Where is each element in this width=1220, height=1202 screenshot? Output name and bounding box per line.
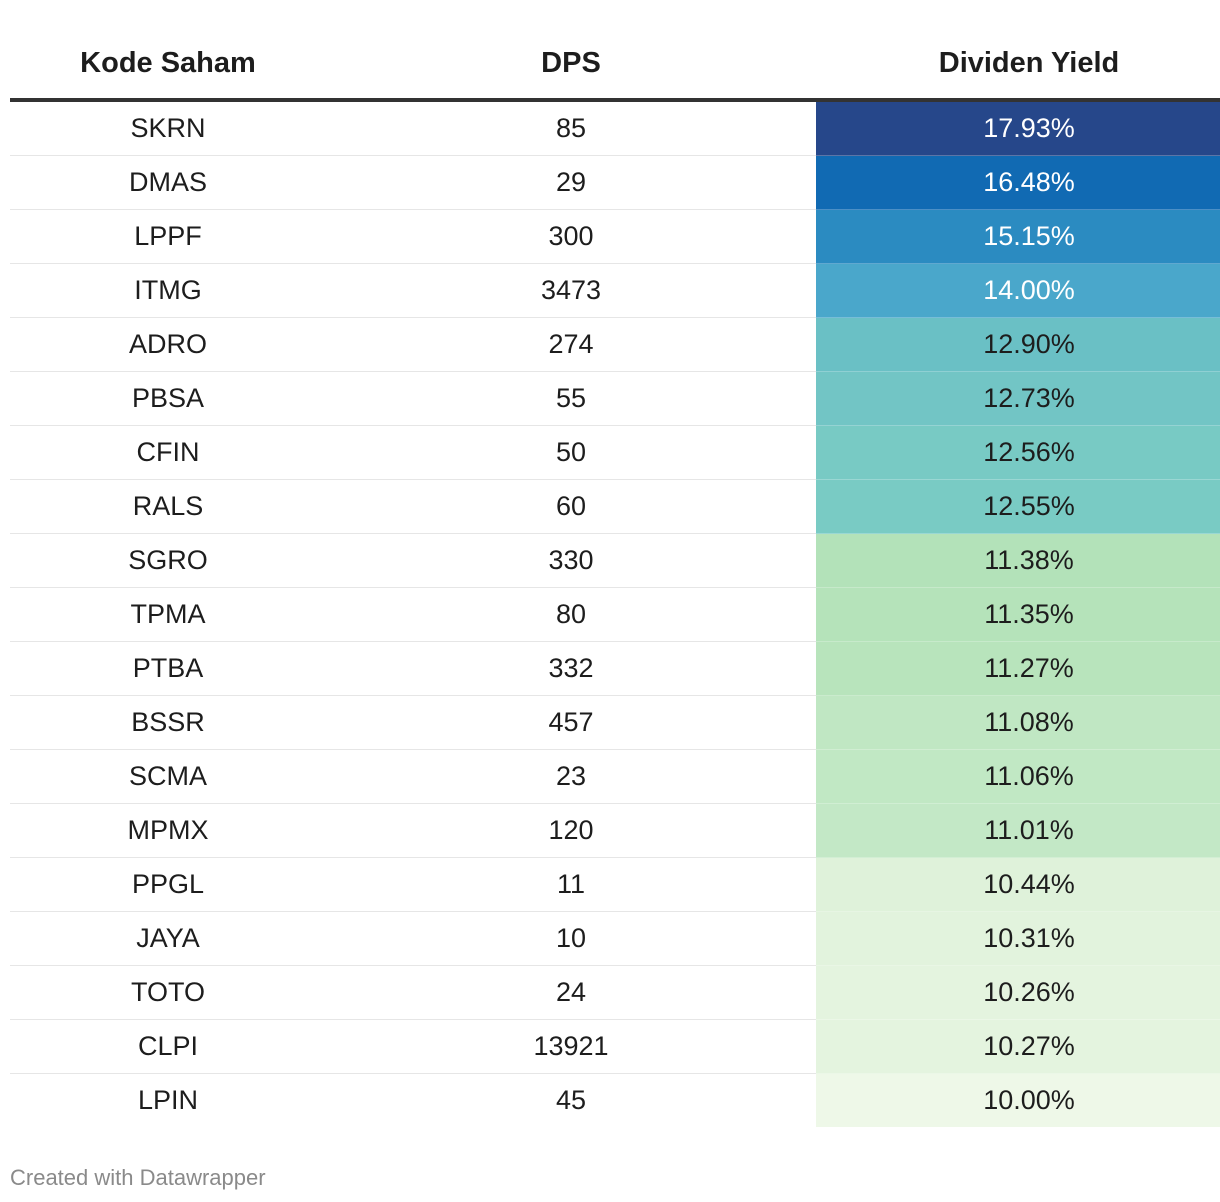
cell-dps: 3473 (326, 263, 816, 318)
cell-dividen-yield: 11.01% (816, 803, 1220, 858)
table-row: TOTO 24 10.26% (10, 965, 1220, 1020)
cell-dividen-yield: 12.56% (816, 425, 1220, 480)
table-row: SCMA 23 11.06% (10, 749, 1220, 804)
cell-dps: 332 (326, 641, 816, 696)
cell-kode-saham: CLPI (10, 1019, 326, 1074)
table-body: SKRN 85 17.93% DMAS 29 16.48% LPPF 300 15.15% ITM… (10, 100, 1220, 1127)
cell-dividen-yield: 12.73% (816, 371, 1220, 426)
cell-dps: 23 (326, 749, 816, 804)
cell-dividen-yield: 11.27% (816, 641, 1220, 696)
cell-dps: 55 (326, 371, 816, 426)
table-row: ITMG 3473 14.00% (10, 263, 1220, 318)
cell-kode-saham: PTBA (10, 641, 326, 696)
cell-dps: 120 (326, 803, 816, 858)
table-row: SGRO 330 11.38% (10, 533, 1220, 588)
table-row: ADRO 274 12.90% (10, 317, 1220, 372)
cell-dividen-yield: 17.93% (816, 100, 1220, 156)
table-row: TPMA 80 11.35% (10, 587, 1220, 642)
cell-dividen-yield: 11.35% (816, 587, 1220, 642)
cell-kode-saham: BSSR (10, 695, 326, 750)
cell-dividen-yield: 16.48% (816, 155, 1220, 210)
cell-kode-saham: LPPF (10, 209, 326, 264)
table-row: PTBA 332 11.27% (10, 641, 1220, 696)
cell-dps: 300 (326, 209, 816, 264)
cell-dividen-yield: 10.27% (816, 1019, 1220, 1074)
cell-kode-saham: MPMX (10, 803, 326, 858)
table-row: RALS 60 12.55% (10, 479, 1220, 534)
cell-kode-saham: SCMA (10, 749, 326, 804)
cell-dps: 80 (326, 587, 816, 642)
cell-kode-saham: SKRN (10, 100, 326, 156)
cell-kode-saham: ITMG (10, 263, 326, 318)
cell-dividen-yield: 11.06% (816, 749, 1220, 804)
cell-dividen-yield: 12.90% (816, 317, 1220, 372)
cell-kode-saham: PBSA (10, 371, 326, 426)
cell-kode-saham: ADRO (10, 317, 326, 372)
cell-dps: 45 (555, 1085, 587, 1115)
column-header-dps[interactable]: DPS (326, 38, 816, 102)
dividend-yield-table: Kode Saham DPS Dividen Yield SKRN 85 17.93… (10, 38, 1220, 1127)
table-row: PBSA 55 12.73% (10, 371, 1220, 426)
dividend-table-container: Kode Saham DPS Dividen Yield SKRN 85 17.93… (10, 38, 1220, 1127)
cell-dps: 29 (326, 155, 816, 210)
cell-dps: 330 (326, 533, 816, 588)
table-header-row: Kode Saham DPS Dividen Yield (10, 38, 1220, 102)
cell-kode-saham: TPMA (10, 587, 326, 642)
footer-credit: Created with Datawrapper (10, 1165, 266, 1190)
cell-kode-saham: LPIN (137, 1085, 199, 1115)
table-row: LPIN 45 10.00% (10, 1073, 1220, 1127)
cell-dps: 85 (326, 100, 816, 156)
table-row: BSSR 457 11.08% (10, 695, 1220, 750)
cell-dividen-yield: 15.15% (816, 209, 1220, 264)
cell-dps: 50 (326, 425, 816, 480)
table-row: JAYA 10 10.31% (10, 911, 1220, 966)
cell-dividen-yield: 12.55% (816, 479, 1220, 534)
cell-dps: 11 (326, 857, 816, 912)
cell-kode-saham: JAYA (10, 911, 326, 966)
column-header-dividen-yield[interactable]: Dividen Yield (816, 38, 1220, 102)
cell-kode-saham: SGRO (10, 533, 326, 588)
cell-dps: 274 (326, 317, 816, 372)
cell-kode-saham: DMAS (10, 155, 326, 210)
cell-dps: 60 (326, 479, 816, 534)
column-header-kode-saham[interactable]: Kode Saham (10, 38, 326, 102)
table-row: PPGL 11 10.44% (10, 857, 1220, 912)
cell-kode-saham: CFIN (10, 425, 326, 480)
cell-dividen-yield: 14.00% (816, 263, 1220, 318)
table-row: CLPI 13921 10.27% (10, 1019, 1220, 1074)
cell-dividen-yield: 10.00% (816, 1073, 1220, 1127)
table-row: SKRN 85 17.93% (10, 100, 1220, 156)
cell-kode-saham: PPGL (10, 857, 326, 912)
table-row: CFIN 50 12.56% (10, 425, 1220, 480)
cell-dividen-yield: 10.26% (816, 965, 1220, 1020)
cell-dps: 13921 (326, 1019, 816, 1074)
cell-kode-saham: RALS (10, 479, 326, 534)
cell-kode-saham: TOTO (10, 965, 326, 1020)
table-row: LPPF 300 15.15% (10, 209, 1220, 264)
cell-dps: 24 (326, 965, 816, 1020)
cell-dps: 457 (326, 695, 816, 750)
cell-dividen-yield: 11.38% (816, 533, 1220, 588)
cell-dividen-yield: 10.44% (816, 857, 1220, 912)
table-row: MPMX 120 11.01% (10, 803, 1220, 858)
cell-dividen-yield: 10.31% (816, 911, 1220, 966)
cell-dps: 10 (326, 911, 816, 966)
cell-dividen-yield: 11.08% (816, 695, 1220, 750)
table-row: DMAS 29 16.48% (10, 155, 1220, 210)
